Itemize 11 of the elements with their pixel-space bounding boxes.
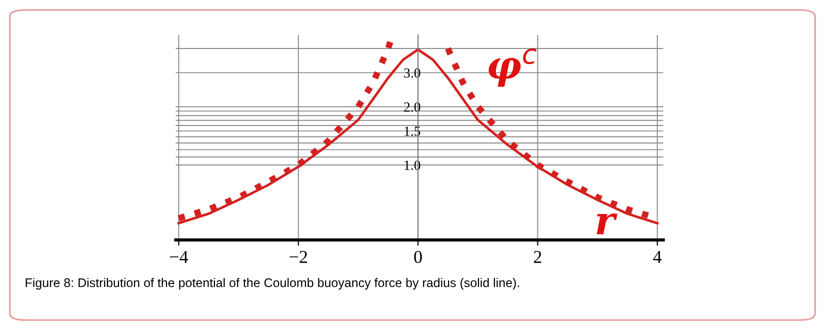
y-tick-label: 2.0 [404, 102, 420, 112]
y-tick-label: 3.0 [404, 68, 420, 78]
x-tick-label: 4 [653, 250, 662, 263]
x-tick-label: 0 [414, 250, 422, 264]
x-tick-label: −4 [170, 250, 188, 263]
y-tick-label: 1.0 [404, 160, 420, 170]
annotation: φ$^{c}$ [488, 48, 536, 87]
caption: Figure 8: Distribution of the potential of the Coulomb buoyancy force by radius (solid line). [26, 278, 520, 290]
annotation: r [596, 214, 618, 234]
x-tick-label: −2 [290, 250, 307, 263]
x-tick-label: 2 [534, 250, 542, 263]
